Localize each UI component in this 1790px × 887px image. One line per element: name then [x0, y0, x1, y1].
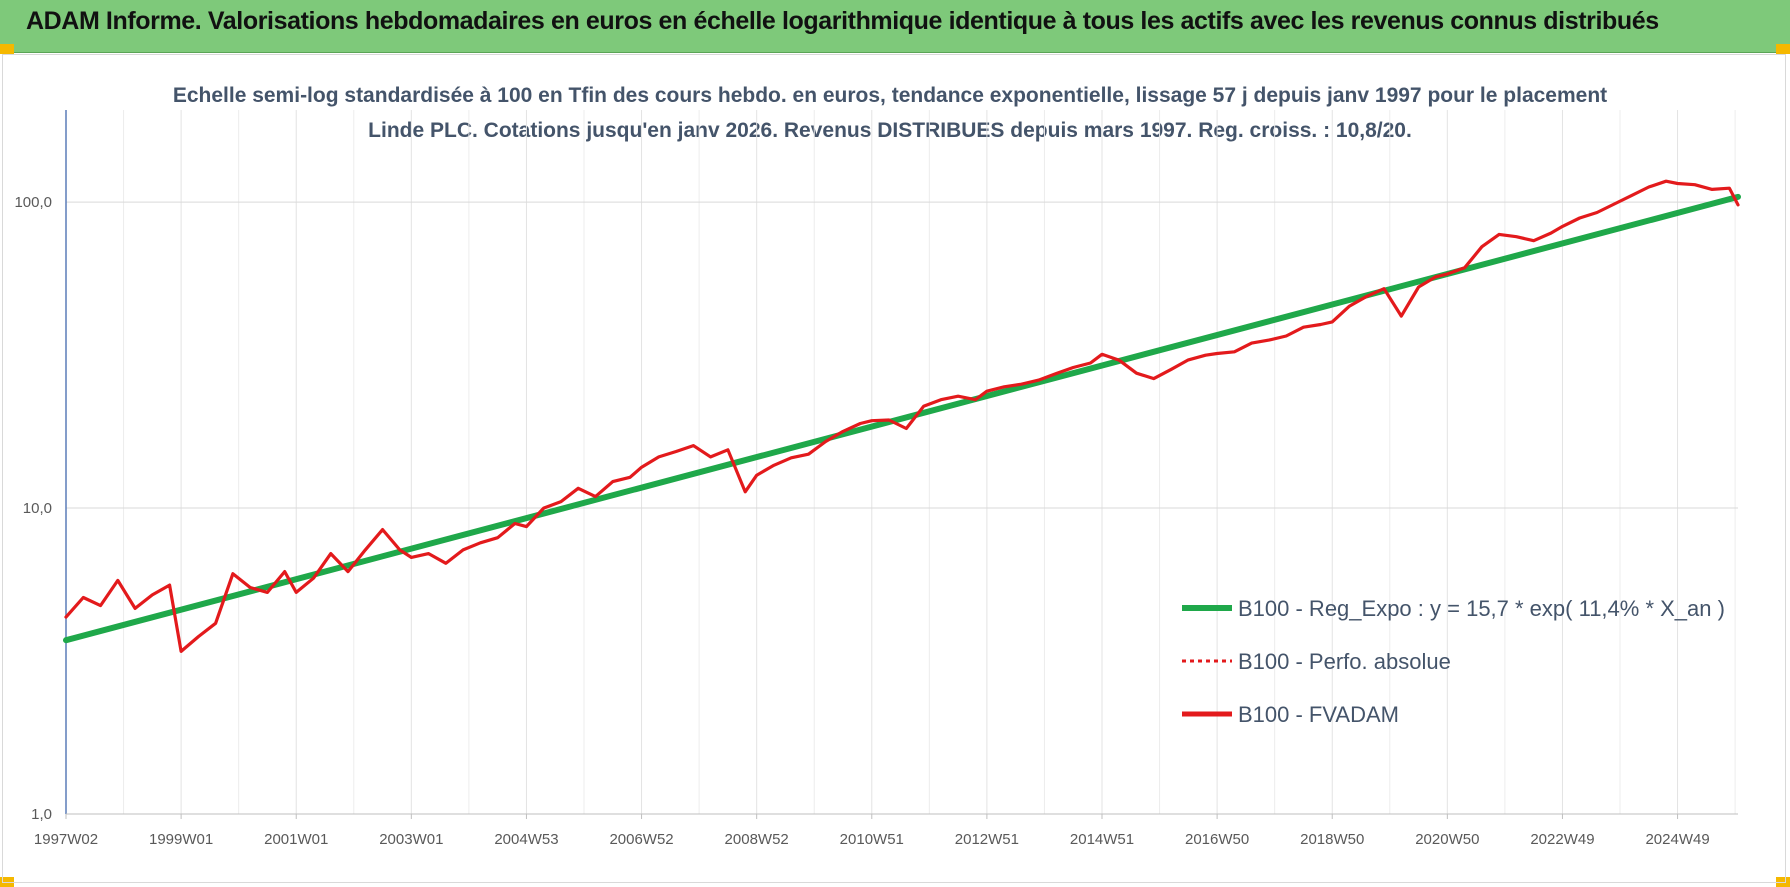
corner-marker-top-left	[0, 44, 14, 54]
x-tick-label: 2004W53	[494, 831, 558, 848]
legend-label: B100 - Perfo. absolue	[1238, 649, 1451, 674]
legend-label: B100 - Reg_Expo : y = 15,7 * exp( 11,4% …	[1238, 596, 1725, 621]
x-tick-label: 1999W01	[149, 831, 213, 848]
x-tick-label: 1997W02	[34, 831, 98, 848]
x-tick-label: 2024W49	[1645, 831, 1709, 848]
x-tick-label: 2001W01	[264, 831, 328, 848]
x-tick-label: 2020W50	[1415, 831, 1479, 848]
x-tick-label: 2022W49	[1530, 831, 1594, 848]
series-line-fvadam	[64, 179, 1740, 654]
x-tick-label: 2012W51	[955, 831, 1019, 848]
legend: B100 - Reg_Expo : y = 15,7 * exp( 11,4% …	[1182, 596, 1725, 727]
header-banner: ADAM Informe. Valorisations hebdomadaire…	[0, 0, 1790, 53]
banner-title: ADAM Informe. Valorisations hebdomadaire…	[26, 7, 1659, 35]
legend-label: B100 - FVADAM	[1238, 702, 1399, 727]
axis-layer: 1997W02 1999W01 2001W01 2003W01 2004W53 2006W…	[14, 110, 1738, 848]
chart-title: Echelle semi-log standardisée à 100 en T…	[172, 84, 1608, 142]
x-tick-label: 2014W51	[1070, 831, 1134, 848]
x-tick-label: 2018W50	[1300, 831, 1364, 848]
grid-layer	[65, 110, 1738, 815]
y-tick-label: 100,0	[14, 194, 52, 211]
x-tick-label: 2006W52	[609, 831, 673, 848]
y-tick-label: 1,0	[31, 806, 52, 823]
x-tick-label: 2008W52	[725, 831, 789, 848]
x-tick-label: 2003W01	[379, 831, 443, 848]
x-tick-label: 2010W51	[840, 831, 904, 848]
series-layer	[63, 179, 1741, 654]
x-tick-label: 2016W50	[1185, 831, 1249, 848]
y-tick-label: 10,0	[23, 500, 52, 517]
chart-frame	[2, 54, 1786, 883]
corner-marker-top-right	[1776, 44, 1790, 54]
